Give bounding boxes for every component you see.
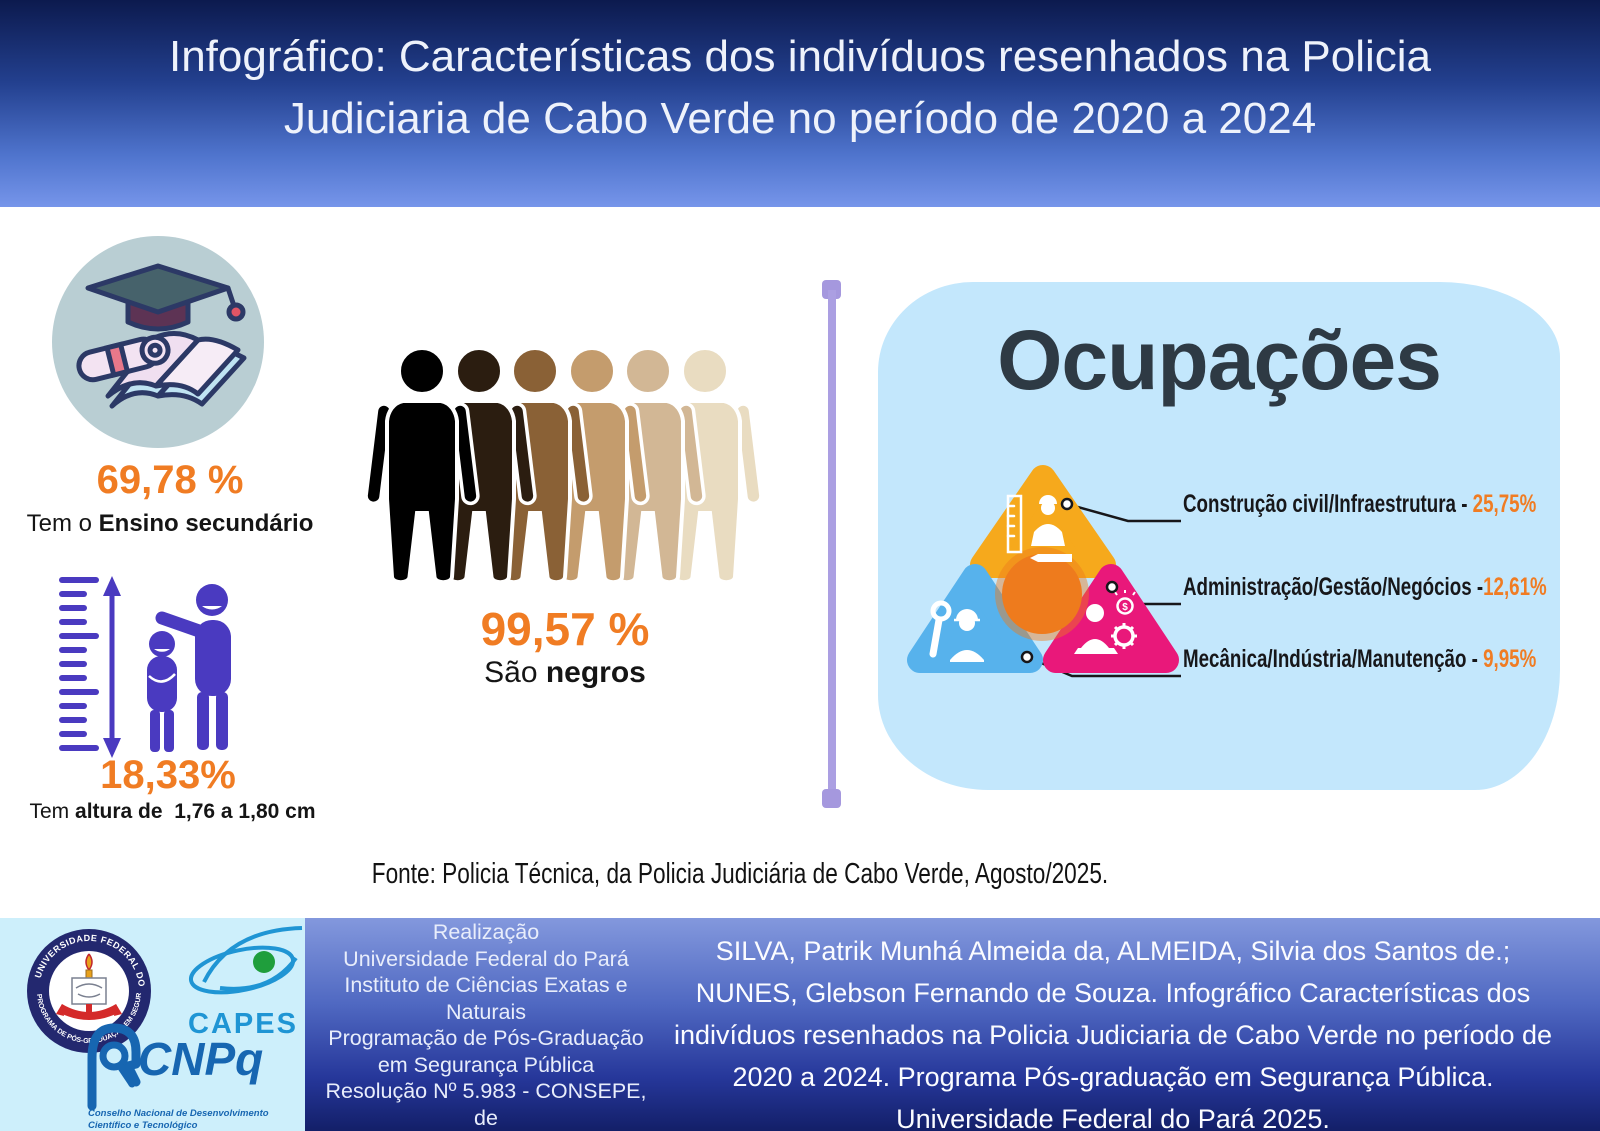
height-caption-bold: altura de 1,76 a 1,80 cm xyxy=(75,800,316,823)
divider-bottom-cap xyxy=(822,789,841,808)
page-title: Infográfico: Características dos indivíd… xyxy=(0,26,1600,150)
people-skin-tone-icon xyxy=(363,345,764,595)
occupation-label: Administração/Gestão/Negócios - xyxy=(1183,573,1484,601)
race-caption: São negros xyxy=(400,656,730,690)
occupation-label: Mecânica/Indústria/Manutenção - xyxy=(1183,645,1484,673)
triangle-admin xyxy=(1043,564,1179,673)
occupation-row-mechanic: Mecânica/Indústria/Manutenção - 9,95% xyxy=(1183,645,1536,674)
source-note: Fonte: Policia Técnica, da Policia Judic… xyxy=(371,858,1109,890)
education-percentage: 69,78 % xyxy=(96,458,244,502)
occupation-row-admin: Administração/Gestão/Negócios -12,61% xyxy=(1183,573,1547,602)
education-caption-bold: Ensino secundário xyxy=(98,510,314,537)
realization-line: Naturais xyxy=(445,999,527,1024)
ufpa-seal-logo: UNIVERSIDADE FEDERAL DO PARÁ PROGRAMA DE… xyxy=(21,918,154,1061)
education-caption: Tem o Ensino secundário xyxy=(10,510,330,538)
height-percentage: 18,33% xyxy=(100,753,236,797)
citation-block: SILVA, Patrik Munhá Almeida da, ALMEIDA,… xyxy=(673,936,1553,1131)
occupation-value: 9,95% xyxy=(1483,645,1537,673)
education-caption-prefix: Tem o xyxy=(26,510,99,537)
cnpq-logo xyxy=(84,1022,142,1115)
occupation-value: 12,61% xyxy=(1483,573,1547,601)
construction-worker-icon xyxy=(1006,494,1072,562)
realization-line: em Segurança Pública xyxy=(377,1052,595,1077)
height-caption-prefix: Tem xyxy=(29,800,76,823)
header-banner: Infográfico: Características dos indivíd… xyxy=(0,0,1600,207)
realization-line: Programação de Pós-Graduação xyxy=(328,1026,644,1050)
occupation-label: Construção civil/Infraestrutura - xyxy=(1183,490,1473,518)
cnpq-logo-text: CNPq xyxy=(138,1033,264,1085)
connector-dot-3 xyxy=(1020,650,1034,664)
realization-block: Realização Universidade Federal do Pará … xyxy=(312,919,660,1131)
height-measure-icon xyxy=(50,570,265,770)
page-title-line2: Judiciaria de Cabo Verde no período de 2… xyxy=(283,94,1317,143)
mechanic-icon xyxy=(929,600,984,662)
vertical-divider xyxy=(828,290,836,795)
height-caption: Tem altura de 1,76 a 1,80 cm xyxy=(0,800,345,824)
footer-gradient-band xyxy=(305,918,1600,1131)
graduation-book-icon xyxy=(76,263,247,409)
divider-top-cap xyxy=(822,280,841,299)
race-percentage: 99,57 % xyxy=(480,603,650,655)
realization-line: Realização xyxy=(432,920,540,944)
center-circle xyxy=(1002,554,1082,634)
cnpq-tagline-line1: Conselho Nacional de Desenvolvimento xyxy=(88,1108,269,1119)
realization-line: Resolução Nº 5.983 - CONSEPE, de xyxy=(325,1079,647,1130)
realization-line: Universidade Federal do Pará xyxy=(343,946,629,971)
occupation-row-construction: Construção civil/Infraestrutura - 25,75% xyxy=(1183,490,1536,519)
occupation-value: 25,75% xyxy=(1472,490,1537,518)
cnpq-tagline-line2: Científico e Tecnológico xyxy=(88,1119,198,1131)
race-caption-prefix: São xyxy=(484,656,546,689)
cnpq-tagline: Conselho Nacional de Desenvolvimento Cie… xyxy=(88,1108,298,1131)
connector-dot-2 xyxy=(1105,580,1119,594)
svg-text:$: $ xyxy=(1122,602,1128,613)
occupations-diagram: $ xyxy=(878,282,1560,795)
race-caption-bold: negros xyxy=(545,656,646,689)
capes-logo xyxy=(180,924,310,1013)
education-icon-circle xyxy=(52,236,264,448)
occupations-title: Ocupações xyxy=(997,313,1442,407)
capes-logo-text: CAPES xyxy=(188,1008,298,1040)
admin-worker-icon: $ xyxy=(1074,590,1137,654)
realization-line: Instituto de Ciências Exatas e xyxy=(344,973,628,997)
page-title-line1: Infográfico: Características dos indivíd… xyxy=(168,32,1431,81)
connector-dot-1 xyxy=(1060,497,1074,511)
